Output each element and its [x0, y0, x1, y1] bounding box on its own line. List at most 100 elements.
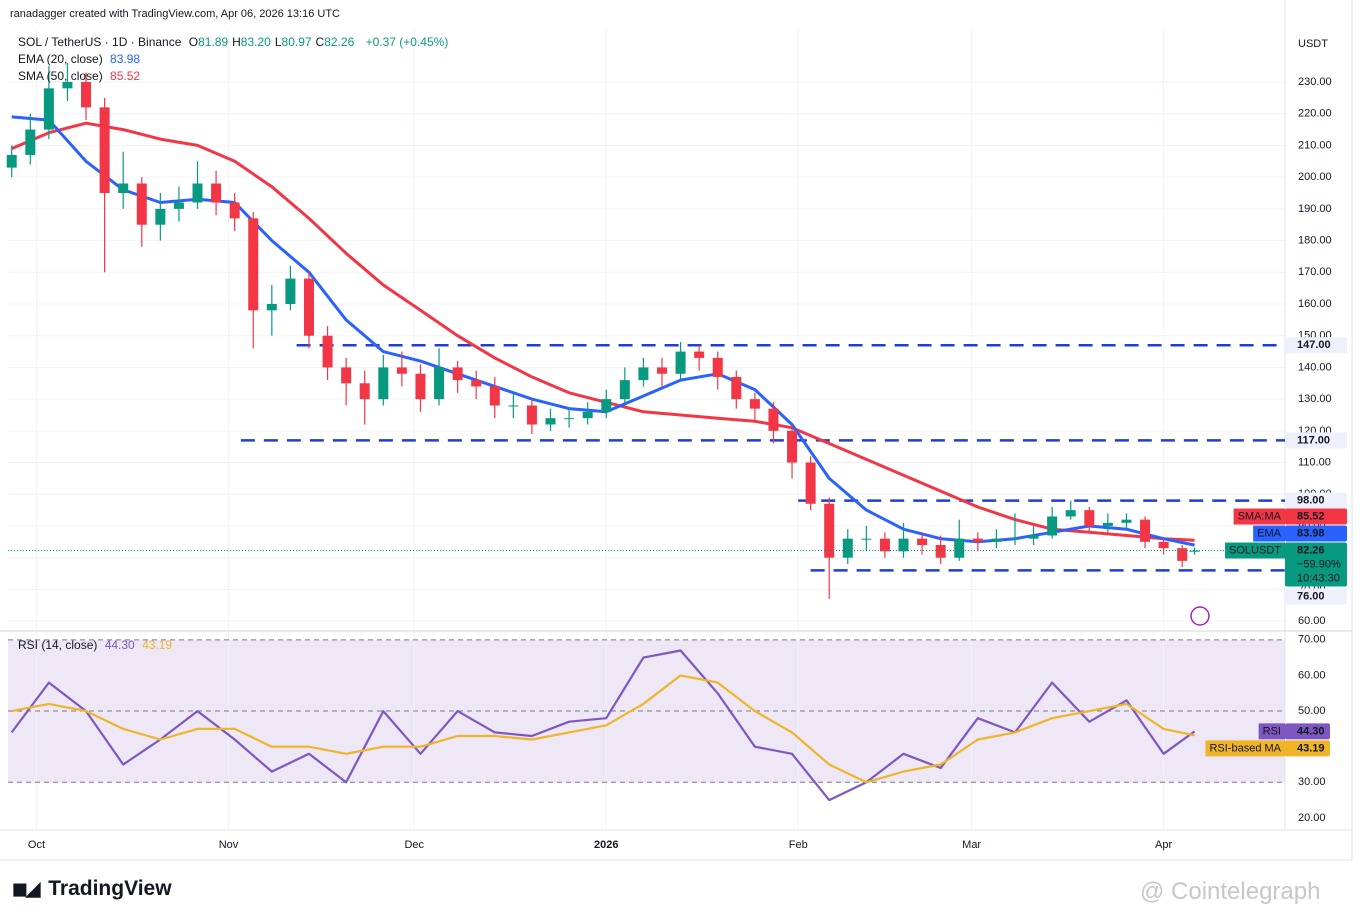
- candle-body: [99, 107, 110, 194]
- change: +0.37 (+0.45%): [365, 35, 449, 49]
- candle-body: [879, 538, 890, 552]
- y-tick-label: 110.00: [1298, 456, 1331, 468]
- candle-body: [1189, 550, 1200, 552]
- rsi-badge-name: RSI: [1263, 725, 1281, 737]
- candle-body: [415, 373, 426, 400]
- sma-value: 85.52: [110, 69, 141, 83]
- candle-body: [1140, 519, 1151, 542]
- candle-body: [229, 202, 240, 219]
- candle-body: [341, 367, 352, 384]
- candle-body: [582, 411, 593, 419]
- sma-badge-bg: [1285, 508, 1347, 525]
- y-tick-label: 170.00: [1298, 266, 1332, 278]
- ohlc-key: L: [274, 35, 282, 49]
- candle-body: [136, 183, 147, 225]
- candle-body: [675, 351, 686, 374]
- candle-body: [954, 538, 965, 558]
- candle-body: [935, 545, 946, 558]
- candle-body: [1009, 538, 1020, 540]
- y-tick-label: 230.00: [1298, 76, 1332, 88]
- candle-body: [545, 418, 556, 425]
- candle-body: [43, 88, 54, 130]
- ohlc-key: C: [315, 35, 325, 49]
- candle-body: [322, 335, 333, 368]
- candle-body: [601, 399, 612, 412]
- legend-rsi: RSI (14, close) 44.30 43.19: [18, 638, 176, 652]
- y-tick-label: 160.00: [1298, 298, 1332, 310]
- candle-body: [768, 408, 779, 431]
- candle-body: [489, 386, 500, 406]
- candle-body: [1158, 541, 1169, 549]
- alert-icon: [1190, 606, 1210, 626]
- ema-value: 83.98: [110, 52, 141, 66]
- rsi-ma-value: 43.19: [142, 638, 173, 652]
- credit: ranadagger created with TradingView.com,…: [10, 8, 340, 20]
- candle-body: [712, 357, 723, 377]
- candle-body: [173, 202, 184, 209]
- indicator-line: [10, 649, 1196, 802]
- x-tick-label: 2026: [594, 839, 618, 851]
- candle-body: [656, 367, 667, 374]
- rsi-badge-bg: [1285, 723, 1330, 740]
- rsi-badge-value: 44.30: [1297, 725, 1325, 737]
- sma-badge-name: SMA:MA: [1238, 510, 1282, 522]
- ohlc-key: O: [188, 35, 199, 49]
- y-tick-label: 30.00: [1298, 776, 1326, 788]
- candle-body: [471, 380, 482, 387]
- x-tick-label: Nov: [219, 839, 239, 851]
- indicator-line: [11, 121, 1195, 542]
- x-tick-label: Apr: [1155, 839, 1172, 851]
- watermark: @ Cointelegraph: [1140, 878, 1321, 905]
- candle-body: [192, 183, 203, 203]
- candle-body: [898, 538, 909, 552]
- rsi-badge-name-bg: [1258, 723, 1285, 740]
- level-label: 98.00: [1297, 495, 1325, 507]
- indicator-line: [11, 674, 1195, 784]
- rsi-ma-badge-name-bg: [1205, 740, 1285, 757]
- footer-logo: ◼◢ TradingView: [12, 877, 176, 901]
- candle-body: [1047, 516, 1058, 536]
- candle-body: [155, 208, 166, 225]
- candle-body: [1028, 535, 1039, 539]
- ohlc-value: 81.89: [198, 35, 229, 49]
- candle-body: [1177, 548, 1188, 561]
- candle-body: [266, 303, 277, 311]
- rsi-title: RSI (14, close): [18, 638, 98, 652]
- candle-body: [508, 405, 519, 407]
- y-tick-label: 60.00: [1298, 615, 1326, 627]
- candle-body: [285, 278, 296, 304]
- sma-badge-value: 85.52: [1297, 510, 1325, 522]
- candle-body: [378, 367, 389, 400]
- y-tick-label: 70.00: [1298, 634, 1326, 646]
- candle-body: [861, 538, 872, 540]
- symbol: SOL / TetherUS · 1D · Binance: [18, 35, 182, 49]
- candle-body: [25, 129, 36, 155]
- y-tick-label: 200.00: [1298, 171, 1332, 183]
- candle-body: [81, 82, 92, 108]
- ohlc-key: H: [232, 35, 241, 49]
- candle-body: [805, 462, 816, 504]
- candle-body: [972, 538, 983, 542]
- logo-icon: ◼◢: [12, 879, 40, 900]
- legend-ema: EMA (20, close) 83.98: [18, 52, 144, 66]
- currency: USDT: [1298, 38, 1328, 50]
- candle-body: [731, 376, 742, 400]
- candle-body: [526, 405, 537, 425]
- last-badge-extra: −59.90%: [1297, 558, 1341, 570]
- candle-body: [359, 383, 370, 400]
- last-badge-bg: [1285, 542, 1347, 587]
- candle-body: [396, 367, 407, 374]
- candle-body: [1121, 519, 1132, 523]
- candle-body: [211, 183, 222, 203]
- candle-body: [1102, 522, 1113, 526]
- last-badge-name-bg: [1225, 542, 1285, 559]
- y-tick-label: 130.00: [1298, 393, 1332, 405]
- candle-body: [248, 218, 259, 311]
- rsi-ma-badge-name: RSI-based MA: [1209, 742, 1281, 754]
- ema-legend: EMA (20, close): [18, 52, 103, 66]
- y-tick-label: 210.00: [1298, 139, 1332, 151]
- candle-body: [118, 183, 129, 194]
- level-label-bg: [1285, 492, 1347, 509]
- y-tick-label: 220.00: [1298, 108, 1332, 120]
